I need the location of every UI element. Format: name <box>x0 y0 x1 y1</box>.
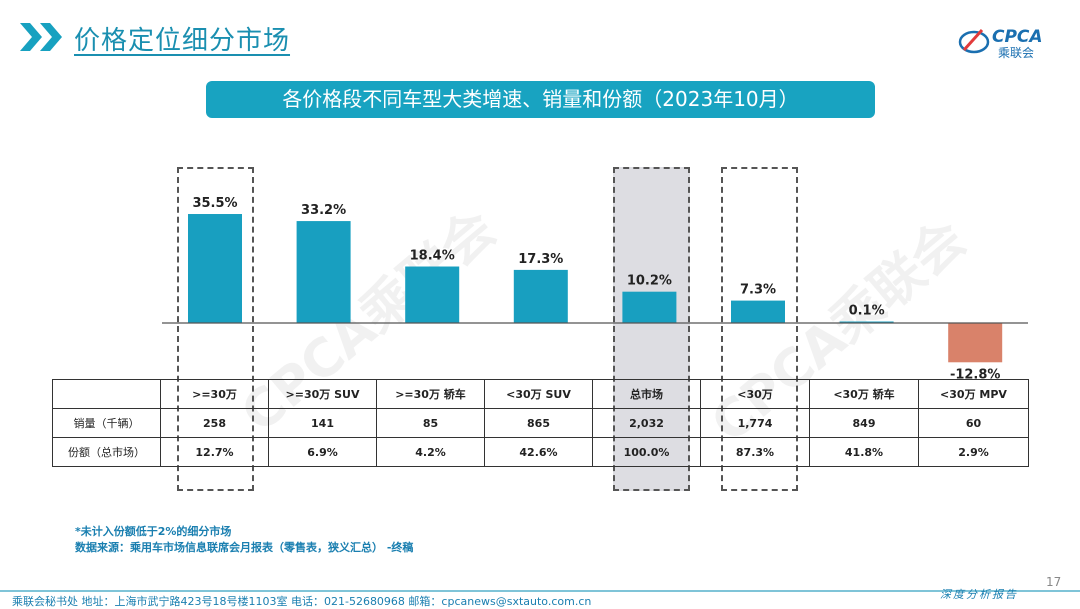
bar-value-label: 10.2% <box>627 274 672 289</box>
table-row-label: 份额（总市场） <box>52 437 161 467</box>
logo-subtext: 乘联会 <box>998 46 1034 60</box>
table-cell: 85 <box>376 408 485 438</box>
footnote-source: 数据来源：乘用车市场信息联席会月报表（零售表，狭义汇总） -终稿 <box>75 541 414 554</box>
table-header-cell: <30万 SUV <box>484 379 593 409</box>
bar <box>731 300 785 323</box>
bar-value-label: 18.4% <box>410 249 455 264</box>
footer-divider <box>0 590 1080 592</box>
page-title: 价格定位细分市场 <box>74 26 291 56</box>
table-header-cell <box>52 379 161 409</box>
table-cell: 141 <box>268 408 377 438</box>
table-cell: 1,774 <box>700 408 810 438</box>
bar-value-label: -12.8% <box>950 367 1001 382</box>
data-table: >=30万 >=30万 SUV >=30万 轿车 <30万 SUV 总市场 <3… <box>52 379 1029 467</box>
bar-value-label: 17.3% <box>518 252 563 267</box>
table-header-cell: <30万 <box>700 379 810 409</box>
table-cell: 2.9% <box>918 437 1029 467</box>
table-cell: 2,032 <box>592 408 701 438</box>
bar-value-label: 7.3% <box>740 283 776 298</box>
table-header-cell: >=30万 轿车 <box>376 379 485 409</box>
table-cell: 4.2% <box>376 437 485 467</box>
bar <box>296 221 351 323</box>
page-number: 17 <box>1046 575 1062 589</box>
table-cell: 100.0% <box>592 437 701 467</box>
bar <box>948 323 1003 363</box>
table-header-row: >=30万 >=30万 SUV >=30万 轿车 <30万 SUV 总市场 <3… <box>52 379 1029 409</box>
footer-contact: 乘联会秘书处 地址：上海市武宁路423号18号楼1103室 电话：021-526… <box>12 595 592 608</box>
table-header-cell: >=30万 <box>160 379 269 409</box>
table-header-cell: >=30万 SUV <box>268 379 377 409</box>
table-row: 份额（总市场） 12.7% 6.9% 4.2% 42.6% 100.0% 87.… <box>52 437 1029 467</box>
table-cell: 12.7% <box>160 437 269 467</box>
table-cell: 849 <box>809 408 919 438</box>
table-row-label: 销量（千辆） <box>52 408 161 438</box>
table-cell: 41.8% <box>809 437 919 467</box>
bar <box>622 291 677 323</box>
highlight-box-under30 <box>721 167 798 491</box>
highlight-box-premium <box>177 167 254 491</box>
footnote-line: *未计入份额低于2%的细分市场 <box>75 525 232 538</box>
table-row: 销量（千辆） 258 141 85 865 2,032 1,774 849 60 <box>52 408 1029 438</box>
chart-title-banner: 各价格段不同车型大类增速、销量和份额（2023年10月） <box>206 81 875 118</box>
table-cell: 87.3% <box>700 437 810 467</box>
bar <box>513 269 568 323</box>
bar <box>405 266 460 323</box>
bar-value-label: 35.5% <box>192 196 237 211</box>
title-chevron-icon <box>20 23 62 51</box>
bar <box>839 321 894 323</box>
table-cell: 865 <box>484 408 593 438</box>
bar <box>188 214 242 323</box>
logo-text: CPCA <box>992 27 1043 47</box>
bar-value-label: 33.2% <box>301 203 346 218</box>
table-cell: 258 <box>160 408 269 438</box>
table-header-cell: <30万 轿车 <box>809 379 919 409</box>
bar-value-label: 0.1% <box>849 304 885 319</box>
table-cell: 6.9% <box>268 437 377 467</box>
cpca-logo: CPCA 乘联会 <box>956 20 1062 60</box>
table-header-cell: <30万 MPV <box>918 379 1029 409</box>
footnote: *未计入份额低于2%的细分市场 数据来源：乘用车市场信息联席会月报表（零售表，狭… <box>75 524 413 556</box>
footer-report-label: 深度分析报告 <box>940 588 1018 601</box>
table-header-cell: 总市场 <box>592 379 701 409</box>
table-cell: 60 <box>918 408 1029 438</box>
table-cell: 42.6% <box>484 437 593 467</box>
